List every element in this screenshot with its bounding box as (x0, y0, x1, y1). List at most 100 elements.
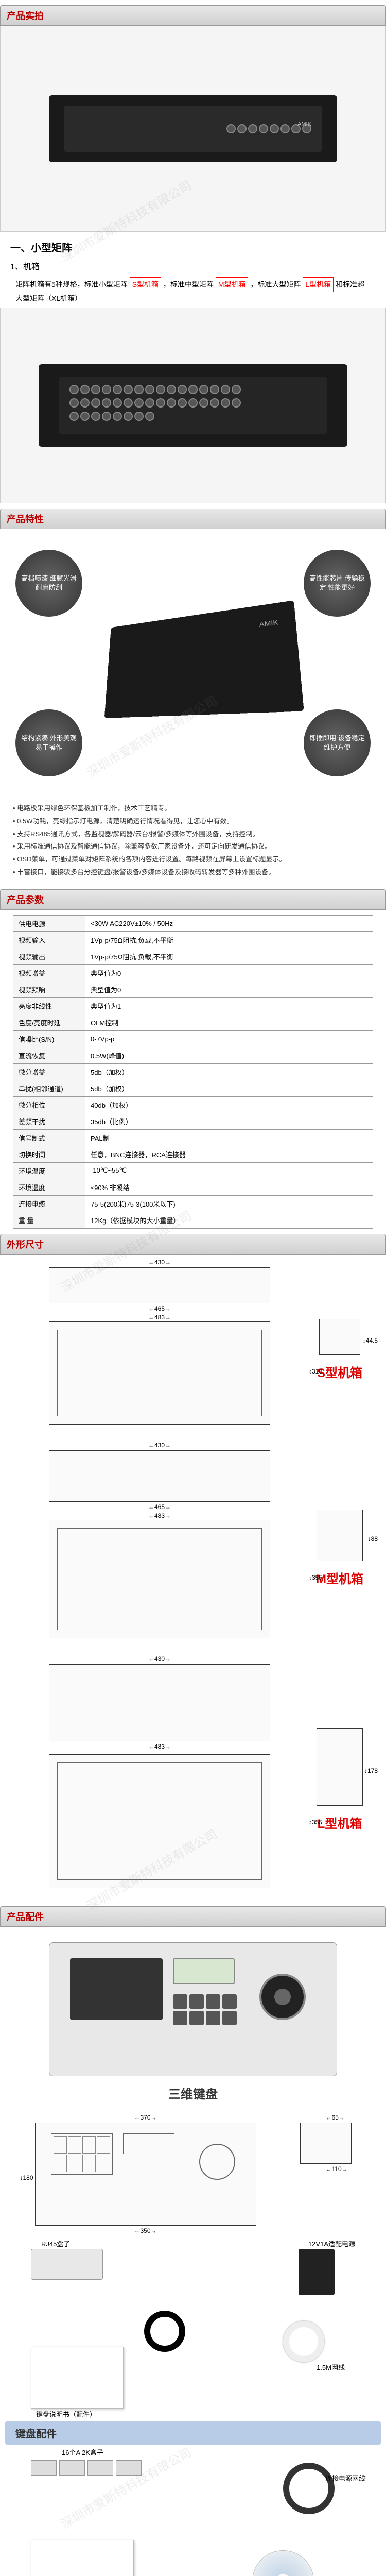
dim-s-d: 44.5 (366, 1337, 378, 1344)
table-row: 环境湿度≤90% 非凝结 (13, 1179, 373, 1195)
dim-s-side: ↕44.5 (319, 1319, 360, 1355)
feature-bubble-3: 结构紧凑 外形美观 易于操作 (15, 709, 82, 776)
spec-key: 视频输出 (13, 948, 85, 964)
kb-h: 180 (23, 2174, 33, 2181)
cd-icon (252, 2550, 314, 2576)
spec-key: 连接电缆 (13, 1195, 85, 1212)
kb-accessories-layout: RJ45盒子 12V1A适配电源 1.5M网线 键盘说明书（配件） (0, 2239, 386, 2419)
product-photo-2 (0, 308, 386, 503)
dim-l-top: ←430→ ←483→ (49, 1664, 270, 1741)
spec-key: 微分增益 (13, 1063, 85, 1080)
power-label: 12V1A适配电源 (308, 2239, 355, 2248)
spec-val: 0.5W(峰值) (85, 1047, 373, 1063)
keyboard-title: 三维键盘 (15, 2084, 371, 2102)
kb-d2: 110 (332, 2165, 342, 2173)
table-row: 微分相位40db（加权） (13, 1096, 373, 1113)
spec-key: 串扰(相邻通道) (13, 1080, 85, 1096)
spec-val: 典型值为0 (85, 981, 373, 997)
feature-bubble-1: 高档喷漆 细腻光滑 耐磨防刮 (15, 550, 82, 617)
spec-val: OLM控制 (85, 1014, 373, 1030)
spec-key: 色度/亮度时延 (13, 1014, 85, 1030)
table-row: 信噪比(S/N)0-7Vp-p (13, 1030, 373, 1047)
table-row: 重 量12Kg（依据模块的大小重量） (13, 1212, 373, 1228)
spec-val: 任意，BNC连接器，RCA连接器 (85, 1146, 373, 1162)
intro-sub: 1、机箱 (0, 257, 386, 275)
dim-l-d: 178 (367, 1767, 378, 1774)
section-features-header: 产品特性 (0, 509, 386, 529)
power-adapter-icon (299, 2249, 335, 2295)
section-photo-header: 产品实拍 (0, 5, 386, 26)
dim-m-w: 430 (154, 1442, 165, 1449)
keyboard-dim-side: ←65→ ←110→ (300, 2123, 352, 2164)
dim-m-side: ↕88 (317, 1510, 363, 1561)
spec-val: 12Kg（依据模块的大小重量） (85, 1212, 373, 1228)
spec-key: 信噪比(S/N) (13, 1030, 85, 1047)
dim-l-w: 430 (154, 1655, 165, 1663)
spec-val: 5db（加权） (85, 1063, 373, 1080)
box-s-label: S型机箱 (130, 277, 161, 292)
dim-l-h: 355 (312, 1819, 322, 1826)
feature-bubble-4: 即插即用 设备稳定 维护方便 (304, 709, 371, 776)
spec-val: 1Vp-p/75Ω阻抗,负载,不平衡 (85, 931, 373, 948)
spec-val: 5db（加权） (85, 1080, 373, 1096)
description-text: • 电路板采用绿色环保基板加工制作，技术工艺精专。 • 0.5W功耗，亮绿指示灯… (0, 797, 386, 884)
spec-val: 典型值为0 (85, 964, 373, 981)
spec-val: 0-7Vp-p (85, 1030, 373, 1047)
dim-m-d: 88 (371, 1535, 378, 1543)
matrix-boxes-icon (31, 2460, 142, 2476)
box-l-label: L型机箱 (303, 277, 334, 292)
spec-key: 视频增益 (13, 964, 85, 981)
dim-m-front (49, 1520, 270, 1638)
spec-table: 供电电源<30W AC220V±10% / 50Hz视频输入1Vp-p/75Ω阻… (13, 915, 373, 1229)
spec-key: 直流恢复 (13, 1047, 85, 1063)
dim-s-top: ←430→ ←465→ ←483→ (49, 1267, 270, 1303)
dim-s-h: 310 (312, 1368, 322, 1375)
table-row: 微分增益5db（加权） (13, 1063, 373, 1080)
spec-val: <30W AC220V±10% / 50Hz (85, 915, 373, 931)
features-diagram: 高档喷漆 细腻光滑 耐磨防刮 高性能芯片 传输稳定 性能更好 结构紧凑 外形美观… (0, 529, 386, 797)
manual-label: 键盘说明书（配件） (36, 2409, 96, 2419)
dim-s-front (49, 1321, 270, 1425)
box-m-label: M型机箱 (216, 277, 249, 292)
manual-icon (31, 2347, 124, 2409)
intro-mid1: ，标准中型矩阵 (163, 280, 214, 289)
keyboard-dim-top: ←370→ ←350→ ↕180 (35, 2123, 256, 2226)
table-row: 信号制式PAL制 (13, 1129, 373, 1146)
spec-key: 视频输入 (13, 931, 85, 948)
table-row: 色度/亮度时延OLM控制 (13, 1014, 373, 1030)
table-row: 亮度非线性典型值为1 (13, 997, 373, 1014)
kb-d: 65 (332, 2114, 339, 2121)
feature-bubble-2: 高性能芯片 传输稳定 性能更好 (304, 550, 371, 617)
kb-wi: 350 (140, 2227, 150, 2234)
dim-l-side: ↕178 (317, 1728, 363, 1806)
rj45-box-icon (31, 2249, 103, 2280)
product-photo-1: AMIK (0, 26, 386, 232)
keyboard-photo (49, 1942, 337, 2076)
table-row: 视频增益典型值为0 (13, 964, 373, 981)
section-specs-header: 产品参数 (0, 889, 386, 910)
spec-val: 典型值为1 (85, 997, 373, 1014)
spec-val: PAL制 (85, 1129, 373, 1146)
matrix-box-label: 16个A 2K盒子 (62, 2447, 103, 2457)
intro-title: 一、小型矩阵 (0, 232, 386, 257)
white-cable-icon (283, 2321, 324, 2362)
spec-val: 75-5(200米)75-3(100米以下) (85, 1195, 373, 1212)
table-row: 视频输入1Vp-p/75Ω阻抗,负载,不平衡 (13, 931, 373, 948)
matrix-manual-icon (31, 2540, 134, 2576)
spec-val: 35db（比例） (85, 1113, 373, 1129)
table-row: 环境温度-10℃~55℃ (13, 1162, 373, 1179)
intro-text: 矩阵机箱有5种规格，标准小型矩阵 S型机箱 ，标准中型矩阵 M型机箱 ，标准大型… (0, 275, 386, 308)
matrix-accessories-layout: 16个A 2K盒子 连接电源网线 矩阵说明书 软件光盘 *含8算机控制软件等 (0, 2447, 386, 2576)
table-row: 供电电源<30W AC220V±10% / 50Hz (13, 915, 373, 931)
table-row: 连接电缆75-5(200米)75-3(100米以下) (13, 1195, 373, 1212)
spec-key: 视频频响 (13, 981, 85, 997)
table-row: 差频干扰35db（比例） (13, 1113, 373, 1129)
spec-val: 40db（加权） (85, 1096, 373, 1113)
rj45-label: RJ45盒子 (41, 2239, 70, 2248)
cable-label: 1.5M网线 (317, 2362, 345, 2372)
table-row: 切换时间任意，BNC连接器，RCA连接器 (13, 1146, 373, 1162)
dim-m-wi: 465 (154, 1503, 165, 1511)
spec-key: 切换时间 (13, 1146, 85, 1162)
table-row: 视频输出1Vp-p/75Ω阻抗,负载,不平衡 (13, 948, 373, 964)
table-row: 直流恢复0.5W(峰值) (13, 1047, 373, 1063)
